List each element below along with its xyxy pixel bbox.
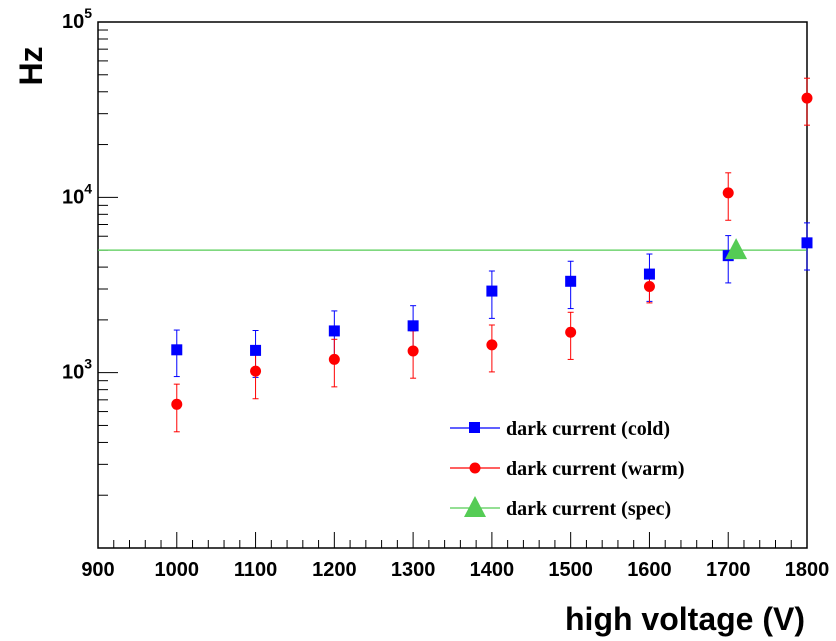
data-point-warm [643,281,655,293]
plot-frame [97,21,808,549]
y-tick-label: 103 [62,356,92,384]
legend-marker-spec [464,496,486,517]
legend-marker-cold [469,422,480,433]
legend-item-warm: dark current (warm) [450,458,684,480]
x-tick-label: 1100 [234,559,277,581]
y-tick-base: 10 [62,11,84,33]
x-tick-label: 1300 [391,559,436,581]
x-axis-title: high voltage (V) [565,601,805,637]
data-point-warm [486,339,498,351]
y-tick-label: 104 [62,180,92,208]
series-layer [98,77,813,433]
legend-item-spec: dark current (spec) [450,496,671,520]
legend: dark current (cold) dark current (warm) … [450,418,684,520]
legend-item-cold: dark current (cold) [450,418,670,440]
data-point-warm [801,92,813,104]
x-tick-label: 900 [81,559,114,581]
data-point-warm [407,345,419,357]
legend-label-cold: dark current (cold) [506,418,670,440]
data-point-cold [801,237,813,249]
axis-ticks [97,29,808,549]
x-tick-label: 1000 [155,559,200,581]
data-point-cold [486,285,498,297]
legend-marker-warm [469,462,481,474]
legend-label-warm: dark current (warm) [506,458,684,480]
y-tick-exponent: 4 [84,180,92,196]
y-tick-base: 10 [62,362,84,384]
y-tick-exponent: 3 [84,356,92,372]
x-tick-labels: 900 1000 1100 1200 1300 1400 1500 1600 1700 1800 [81,559,829,581]
x-tick-label: 1800 [785,559,830,581]
data-point-spec [725,238,748,260]
x-tick-label: 1500 [548,559,593,581]
data-point-warm [722,187,734,199]
y-axis-title: Hz [13,46,49,85]
data-point-cold [407,320,419,332]
x-tick-label: 1700 [706,559,751,581]
legend-label-spec: dark current (spec) [506,498,671,520]
y-tick-label: 105 [62,5,92,33]
x-tick-label: 1600 [627,559,672,581]
data-point-cold [328,325,340,337]
x-tick-label: 1400 [470,559,515,581]
data-point-warm [171,398,183,410]
data-point-warm [328,353,340,365]
y-tick-base: 10 [62,186,84,208]
data-point-warm [250,365,262,377]
data-point-cold [565,275,577,287]
data-point-cold [250,344,262,356]
x-tick-label: 1200 [312,559,357,581]
y-tick-exponent: 5 [84,5,92,21]
data-point-cold [171,344,183,356]
data-point-warm [565,326,577,338]
data-point-cold [643,268,655,280]
